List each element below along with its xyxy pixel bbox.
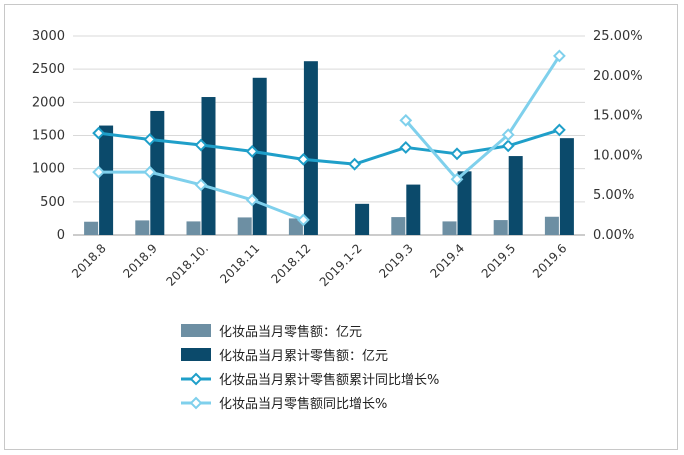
line-point	[348, 157, 362, 171]
y-left-tick-label: 500	[40, 195, 65, 210]
x-tick-label: 2018.10.	[163, 241, 211, 289]
bar	[84, 221, 99, 235]
y-left-tick-label: 2500	[32, 62, 65, 77]
y-left-tick-label: 1000	[32, 162, 65, 177]
bar	[457, 171, 472, 235]
y-right-tick-label: 15.00%	[593, 109, 643, 124]
legend-swatch	[181, 324, 211, 337]
y-left-tick-label: 2000	[32, 95, 65, 110]
x-tick-label: 2019.6	[530, 241, 570, 281]
line-point	[92, 165, 106, 179]
legend-marker	[189, 396, 203, 410]
line-point	[450, 147, 464, 161]
y-right-tick-label: 25.00%	[593, 29, 643, 44]
x-tick-label: 2019.5	[479, 241, 519, 281]
y-right-tick-label: 10.00%	[593, 148, 643, 163]
line-point	[194, 178, 208, 192]
x-tick-label: 2019.4	[428, 241, 468, 281]
bar	[135, 220, 150, 235]
chart-frame: 0 500 1000 1500 2000 2500 3000 0.00% 5.00% 10.00…	[4, 4, 678, 450]
legend-label: 化妆品当月累计零售额累计同比增长%	[219, 372, 439, 388]
left-axis: 0 500 1000 1500 2000 2500 3000	[32, 29, 65, 243]
line-point	[245, 193, 259, 207]
bar	[508, 156, 523, 235]
bar	[303, 61, 318, 235]
bar	[406, 184, 421, 235]
bar	[237, 217, 252, 235]
x-tick-label: 2018.8	[69, 241, 109, 281]
y-left-tick-label: 1500	[32, 129, 65, 144]
series-line	[404, 55, 561, 181]
legend-label: 化妆品当月零售额：亿元	[219, 324, 362, 340]
chart: 0 500 1000 1500 2000 2500 3000 0.00% 5.00% 10.00…	[32, 29, 643, 412]
line-point	[501, 128, 515, 142]
bar	[391, 217, 406, 235]
y-left-tick-label: 3000	[32, 29, 65, 44]
line-point	[92, 126, 106, 140]
bar	[544, 216, 559, 235]
y-right-tick-label: 0.00%	[593, 228, 634, 243]
bar	[493, 220, 508, 235]
y-left-tick-label: 0	[57, 228, 65, 243]
bar	[355, 203, 370, 235]
line-point	[143, 133, 157, 146]
line-point	[552, 49, 566, 63]
x-tick-label: 2018.9	[120, 241, 160, 281]
right-axis: 0.00% 5.00% 10.00% 15.00% 20.00% 25.00%	[593, 29, 643, 243]
line-point	[399, 113, 413, 127]
bar	[201, 97, 216, 235]
line-point	[450, 172, 464, 186]
line-point	[552, 123, 566, 137]
y-right-tick-label: 20.00%	[593, 69, 643, 84]
bar	[99, 125, 114, 235]
legend-label: 化妆品当月累计零售额：亿元	[219, 348, 388, 364]
legend-swatch	[181, 348, 211, 361]
line-point	[296, 213, 310, 227]
y-right-tick-label: 5.00%	[593, 188, 634, 203]
bar	[252, 77, 267, 235]
series-line	[98, 128, 560, 166]
line-point	[399, 141, 413, 154]
legend: 化妆品当月零售额：亿元化妆品当月累计零售额：亿元化妆品当月累计零售额累计同比增长…	[181, 324, 439, 412]
legend-label: 化妆品当月零售额同比增长%	[219, 396, 387, 412]
line-point	[143, 165, 157, 179]
lines	[92, 49, 566, 227]
x-tick-label: 2018.12	[269, 241, 314, 286]
x-tick-label: 2019.1-2	[317, 241, 365, 289]
bar	[288, 218, 303, 235]
line-point	[245, 145, 259, 158]
x-axis: 2018.8 2018.9 2018.10. 2018.11 2018.12 2019.1…	[69, 241, 569, 289]
x-tick-label: 2019.3	[376, 241, 416, 281]
legend-marker	[189, 372, 203, 386]
line-point	[194, 138, 208, 152]
bar	[559, 138, 574, 235]
x-tick-label: 2018.11	[217, 241, 262, 286]
bar	[186, 221, 201, 235]
line-point	[501, 139, 515, 153]
bar	[442, 221, 457, 235]
line-point	[296, 152, 310, 166]
